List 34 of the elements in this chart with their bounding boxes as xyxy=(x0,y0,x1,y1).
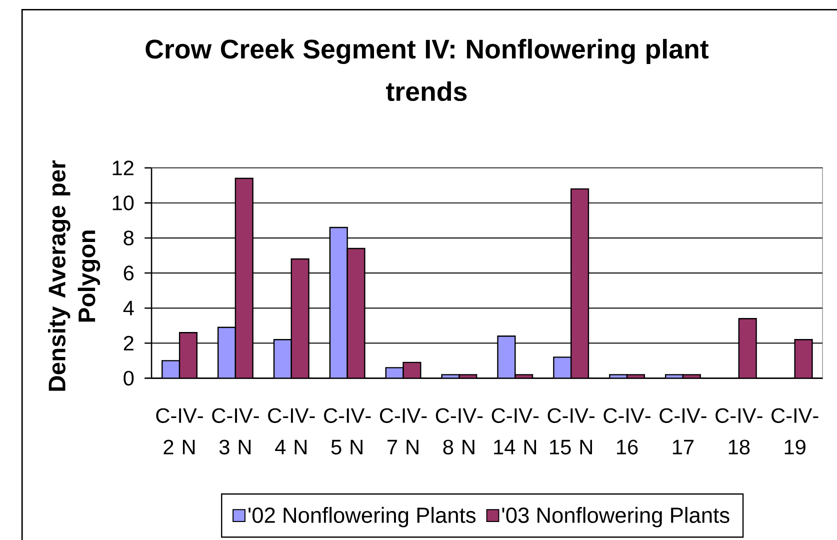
x-tick-label: C-IV-16 xyxy=(604,408,650,454)
y-tick-label: 12 xyxy=(112,160,134,175)
bar xyxy=(347,248,365,378)
y-tick-label: 10 xyxy=(112,195,134,210)
y-tick-label: 2 xyxy=(124,336,134,350)
bar xyxy=(330,227,348,378)
bar xyxy=(218,327,236,378)
x-tick-label: C-IV-8 N xyxy=(436,408,483,454)
bar xyxy=(291,258,309,378)
bar xyxy=(738,318,756,378)
x-tick-label: C-IV-15 N xyxy=(548,408,594,454)
y-axis-title: Density Average per Polygon xyxy=(48,160,100,391)
y-tick-label: 8 xyxy=(124,230,134,246)
x-tick-label: C-IV-19 xyxy=(772,408,818,454)
x-tick-label: C-IV-4 N xyxy=(268,408,315,454)
x-tick-label: C-IV-14 N xyxy=(492,408,539,454)
legend-label: '03 Nonflowering Plants xyxy=(502,506,730,528)
y-tick-label: 4 xyxy=(123,300,134,316)
x-tick-label: C-IV-7 N xyxy=(380,408,427,454)
bar xyxy=(498,336,516,378)
x-tick-label: C-IV-5 N xyxy=(324,408,371,454)
bar xyxy=(794,338,813,378)
x-tick-label: C-IV-18 xyxy=(716,408,762,454)
bar xyxy=(571,188,588,378)
x-tick-label: C-IV-3 N xyxy=(212,408,259,454)
chart-title: Crow Creek Segment IV: Nonflowering plant trends xyxy=(146,38,709,101)
legend-label: '02 Nonflowering Plants xyxy=(248,506,476,528)
x-tick-label: C-IV-17 xyxy=(660,408,706,454)
bar xyxy=(274,339,292,378)
y-tick-label: 6 xyxy=(124,265,134,280)
x-tick-label: C-IV-2 N xyxy=(156,408,203,454)
bar xyxy=(235,178,253,378)
y-tick-label: 0 xyxy=(124,370,134,386)
bar xyxy=(180,332,197,378)
